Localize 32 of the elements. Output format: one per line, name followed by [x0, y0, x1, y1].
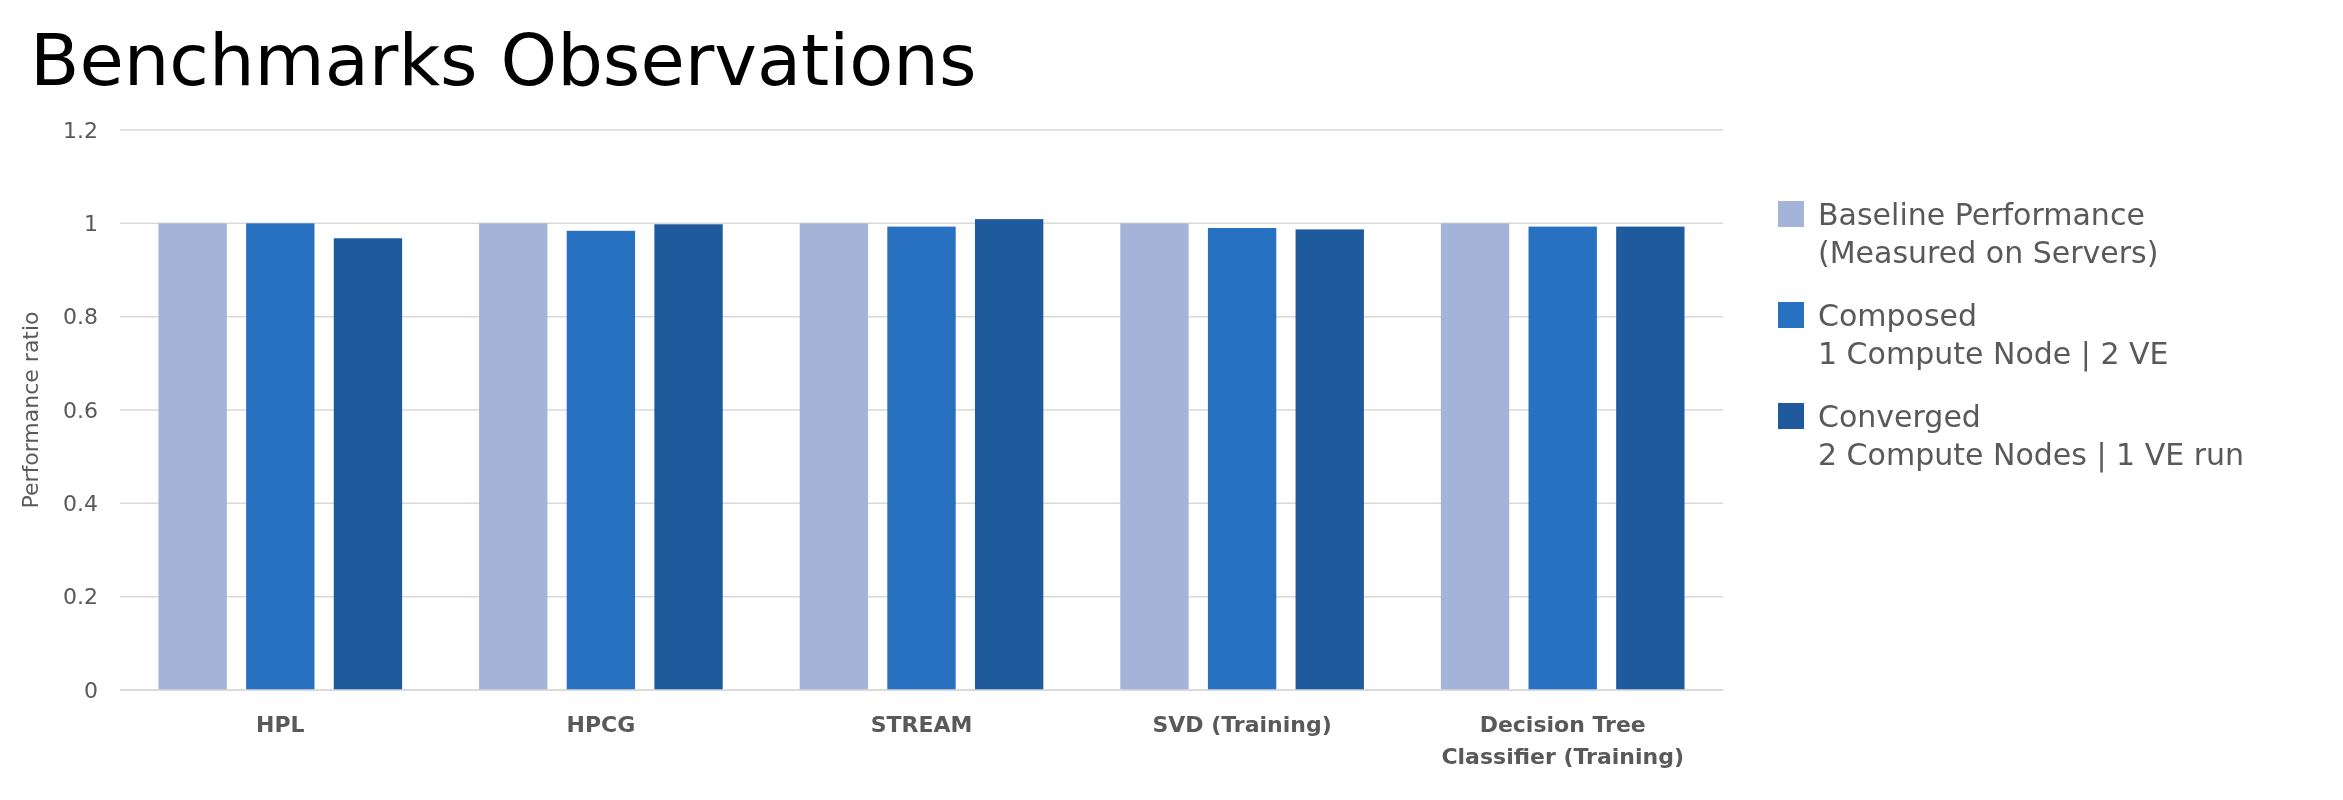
y-tick-label: 0 [84, 677, 98, 703]
x-tick-label: STREAM [870, 712, 973, 737]
x-tick-label: HPL [256, 712, 305, 737]
chart-title: Benchmarks Observations [30, 18, 977, 102]
bar [1528, 226, 1597, 690]
bar [799, 223, 869, 690]
legend-label: Composed 1 Compute Node | 2 VE [1818, 298, 2169, 372]
bar [479, 223, 548, 690]
x-tick-label: SVD (Training) [1152, 712, 1332, 737]
x-tick-label: Decision Tree Classifier (Training) [1441, 712, 1684, 769]
bar [566, 230, 636, 690]
y-tick-label: 0.6 [63, 397, 98, 423]
bar [887, 226, 956, 690]
bar [246, 223, 315, 690]
y-axis-title: Performance ratio [18, 311, 43, 509]
bar [1295, 229, 1364, 690]
y-tick-label: 1.2 [63, 117, 98, 143]
bar [158, 223, 227, 690]
bar [333, 238, 403, 690]
y-tick-label: 0.8 [63, 304, 98, 330]
y-tick-label: 0.4 [63, 490, 98, 516]
bar [1616, 226, 1685, 690]
bar [1440, 223, 1510, 690]
bar [654, 224, 723, 690]
bar [1120, 223, 1189, 690]
legend-label: Baseline Performance (Measured on Servers) [1818, 197, 2159, 270]
y-tick-label: 1 [84, 210, 98, 236]
legend-label: Converged 2 Compute Nodes | 1 VE run [1818, 399, 2245, 473]
y-tick-label: 0.2 [63, 584, 98, 610]
bar [974, 219, 1044, 690]
x-tick-label: HPCG [566, 712, 636, 737]
bar [1207, 228, 1277, 690]
